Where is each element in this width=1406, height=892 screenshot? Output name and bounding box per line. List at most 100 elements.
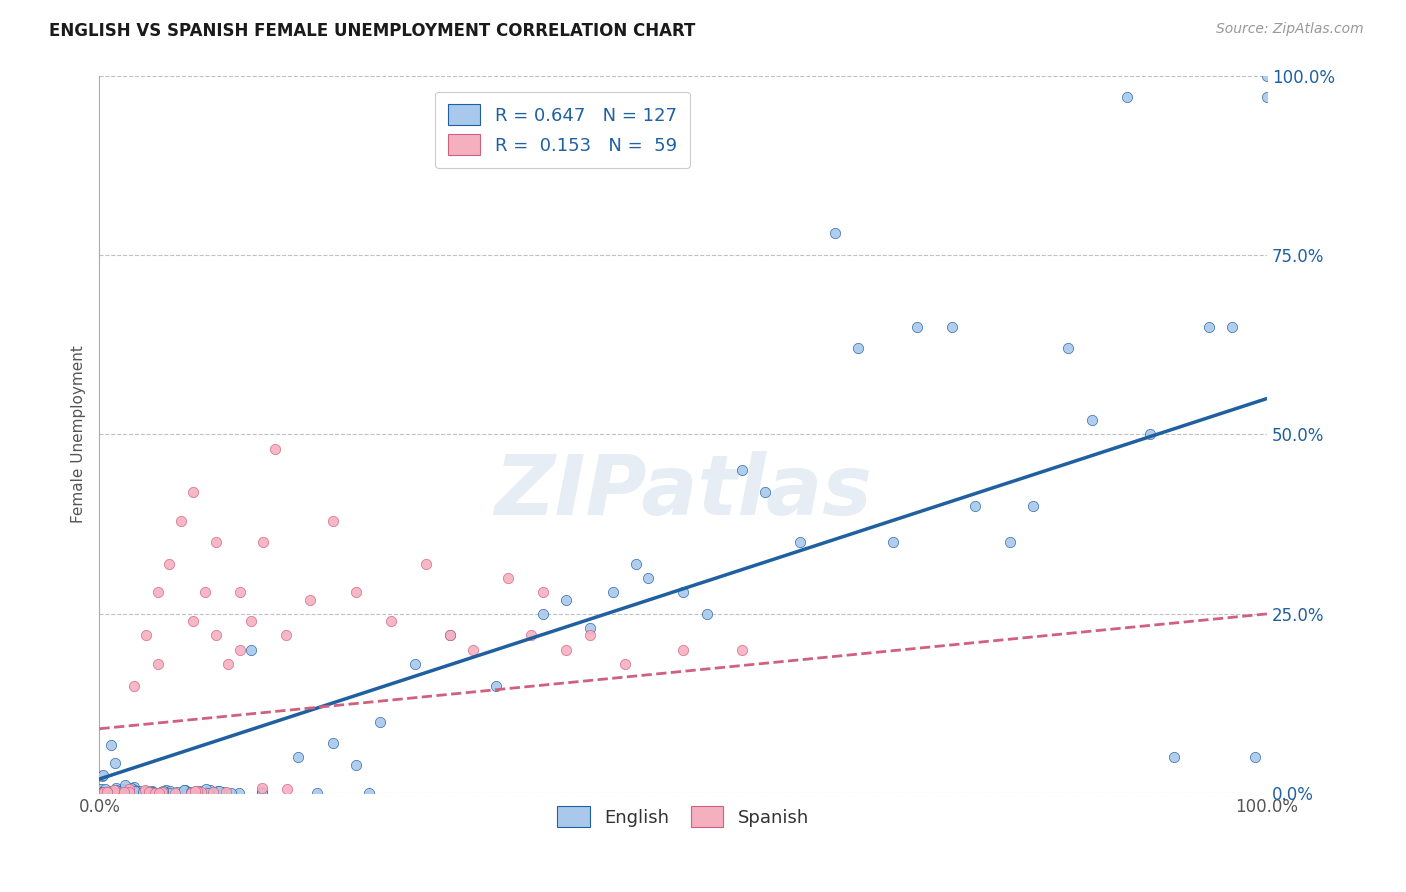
Point — [110, 784, 132, 798]
Point — [135, 628, 157, 642]
Point — [184, 785, 207, 799]
Point — [112, 785, 135, 799]
Point — [112, 786, 135, 800]
Point — [439, 628, 461, 642]
Point — [359, 786, 381, 800]
Point — [174, 786, 197, 800]
Point — [128, 784, 150, 798]
Point — [205, 535, 228, 549]
Point — [155, 782, 177, 797]
Point — [122, 785, 145, 799]
Point — [148, 786, 170, 800]
Point — [276, 781, 298, 796]
Point — [96, 785, 118, 799]
Point — [696, 607, 718, 621]
Point — [730, 642, 752, 657]
Point — [578, 621, 600, 635]
Point — [195, 781, 218, 796]
Point — [121, 785, 143, 799]
Point — [184, 784, 207, 798]
Point — [214, 785, 236, 799]
Point — [157, 786, 180, 800]
Point — [240, 642, 263, 657]
Point — [90, 784, 112, 798]
Point — [180, 786, 202, 800]
Point — [1081, 413, 1104, 427]
Point — [160, 786, 183, 800]
Point — [91, 786, 114, 800]
Point — [186, 785, 208, 799]
Point — [111, 783, 134, 797]
Point — [626, 557, 648, 571]
Point — [461, 642, 484, 657]
Point — [305, 786, 328, 800]
Point — [228, 642, 250, 657]
Point — [134, 786, 156, 800]
Point — [1115, 90, 1137, 104]
Point — [150, 785, 173, 799]
Point — [143, 786, 166, 800]
Point — [108, 786, 131, 800]
Point — [159, 557, 181, 571]
Point — [110, 785, 132, 799]
Point — [905, 319, 928, 334]
Point — [156, 786, 179, 800]
Point — [1256, 90, 1278, 104]
Point — [963, 500, 986, 514]
Point — [104, 786, 127, 800]
Point — [135, 784, 157, 798]
Point — [252, 535, 274, 549]
Point — [136, 783, 159, 797]
Point — [134, 782, 156, 797]
Y-axis label: Female Unemployment: Female Unemployment — [72, 345, 86, 524]
Point — [228, 786, 250, 800]
Point — [555, 642, 578, 657]
Point — [208, 783, 231, 797]
Point — [120, 781, 142, 796]
Point — [344, 585, 367, 599]
Point — [380, 614, 402, 628]
Point — [104, 780, 127, 795]
Point — [180, 785, 202, 799]
Point — [181, 484, 204, 499]
Point — [118, 785, 141, 799]
Point — [1139, 427, 1161, 442]
Point — [298, 592, 321, 607]
Point — [90, 782, 112, 797]
Point — [730, 463, 752, 477]
Point — [1220, 319, 1243, 334]
Point — [415, 557, 437, 571]
Point — [125, 785, 148, 799]
Text: ENGLISH VS SPANISH FEMALE UNEMPLOYMENT CORRELATION CHART: ENGLISH VS SPANISH FEMALE UNEMPLOYMENT C… — [49, 22, 696, 40]
Point — [100, 739, 122, 753]
Point — [118, 781, 141, 796]
Point — [198, 782, 221, 797]
Point — [197, 786, 219, 800]
Point — [105, 786, 128, 800]
Point — [115, 785, 138, 799]
Point — [212, 785, 235, 799]
Point — [186, 785, 208, 799]
Point — [132, 786, 155, 800]
Point — [96, 785, 118, 799]
Point — [882, 535, 904, 549]
Point — [322, 736, 344, 750]
Point — [115, 786, 138, 800]
Point — [170, 514, 193, 528]
Point — [187, 784, 209, 798]
Text: ZIPatlas: ZIPatlas — [495, 451, 872, 533]
Point — [1256, 69, 1278, 83]
Point — [93, 785, 115, 799]
Point — [111, 786, 134, 800]
Point — [152, 784, 174, 798]
Point — [941, 319, 963, 334]
Point — [115, 786, 138, 800]
Point — [91, 769, 114, 783]
Point — [485, 679, 508, 693]
Point — [91, 786, 114, 800]
Point — [103, 783, 125, 797]
Point — [132, 785, 155, 799]
Point — [1198, 319, 1220, 334]
Point — [998, 535, 1021, 549]
Point — [1163, 750, 1185, 764]
